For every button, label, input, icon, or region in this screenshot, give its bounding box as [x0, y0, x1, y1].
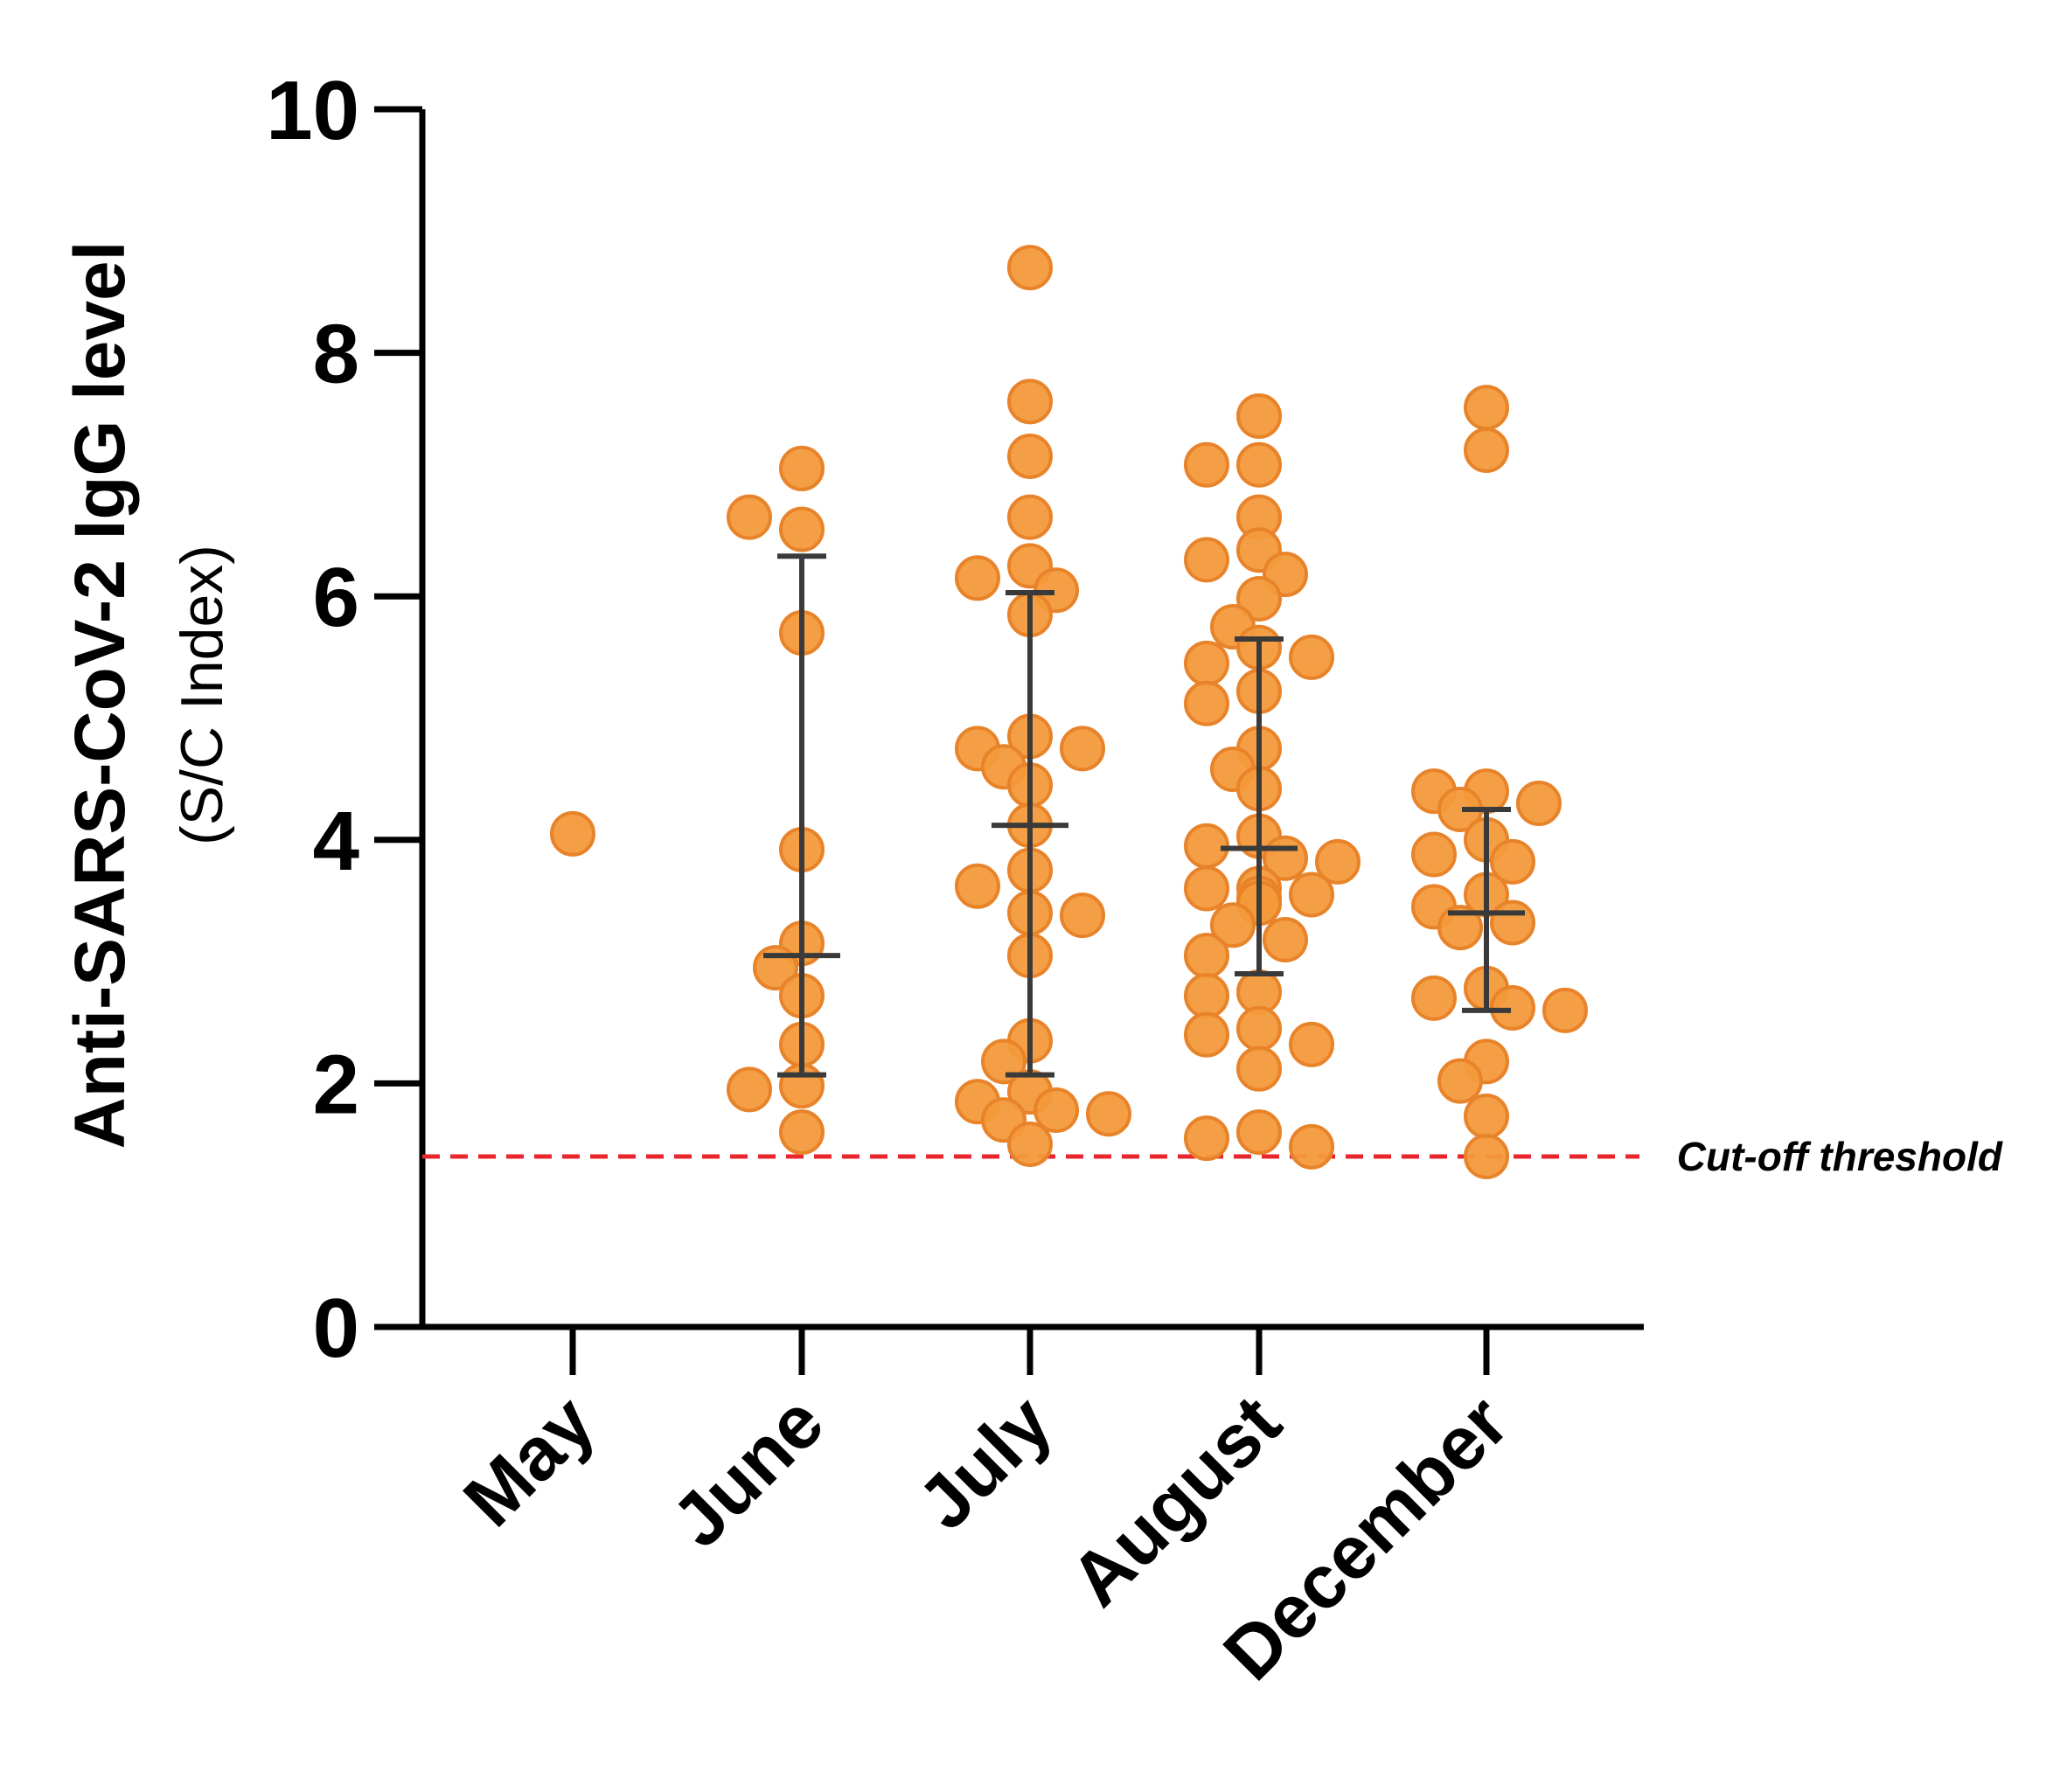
data-point-august-2: [1184, 441, 1229, 488]
y-tick-label-2: 2: [313, 1038, 359, 1131]
data-point-august-20: [1315, 838, 1361, 885]
y-tick-label-4: 4: [313, 795, 359, 888]
data-point-december-16: [1542, 987, 1588, 1033]
data-point-august-0: [1236, 393, 1282, 440]
data-point-july-0: [1007, 245, 1053, 291]
data-point-august-37: [1289, 1123, 1334, 1170]
data-point-july-1: [1007, 379, 1053, 425]
x-tick-label-may: May: [448, 1379, 610, 1542]
data-point-june-1: [779, 506, 825, 552]
data-point-july-20: [981, 1038, 1026, 1085]
data-point-august-1: [1236, 441, 1282, 488]
data-point-december-7: [1411, 831, 1457, 878]
data-point-december-1: [1464, 427, 1509, 474]
data-point-august-34: [1236, 1045, 1282, 1092]
y-tick-label-8: 8: [313, 308, 359, 401]
data-point-august-11: [1289, 634, 1334, 680]
data-point-july-15: [955, 863, 1000, 909]
y-tick-label-10: 10: [266, 64, 359, 157]
data-point-july-2: [1007, 434, 1053, 480]
data-point-may-0: [550, 810, 595, 857]
data-point-december-0: [1464, 385, 1509, 431]
data-point-july-5: [955, 555, 1000, 601]
y-axis-sublabel: (S/C Index): [169, 545, 235, 845]
data-point-august-7: [1236, 575, 1282, 622]
data-point-december-8: [1490, 838, 1535, 885]
data-point-august-10: [1184, 640, 1229, 686]
data-point-december-20: [1464, 1133, 1509, 1179]
data-point-july-26: [1007, 1122, 1053, 1168]
data-point-june-2: [727, 494, 772, 540]
x-tick-label-june: June: [657, 1380, 840, 1564]
data-point-december-14: [1411, 975, 1457, 1021]
data-point-august-30: [1184, 973, 1229, 1019]
data-point-july-17: [1060, 893, 1105, 939]
data-point-august-27: [1263, 917, 1308, 963]
data-point-august-32: [1184, 1011, 1229, 1058]
x-tick-label-july: July: [902, 1379, 1068, 1545]
data-point-august-36: [1184, 1115, 1229, 1162]
data-point-august-13: [1184, 680, 1229, 726]
data-point-june-10: [727, 1066, 772, 1113]
data-point-december-18: [1437, 1058, 1483, 1104]
cutoff-threshold-label: Cut-off threshold: [1677, 1134, 2003, 1179]
data-point-august-23: [1289, 872, 1334, 918]
data-point-july-3: [1007, 494, 1053, 540]
data-point-july-10: [1060, 726, 1105, 772]
data-point-august-26: [1210, 902, 1256, 948]
data-point-august-31: [1236, 1005, 1282, 1052]
data-point-august-28: [1184, 933, 1229, 979]
data-point-june-0: [779, 445, 825, 491]
data-point-august-5: [1184, 537, 1229, 583]
y-axis-label: Anti-SARS-CoV-2 IgG level: [60, 241, 140, 1150]
data-point-june-11: [779, 1109, 825, 1156]
data-point-august-35: [1236, 1109, 1282, 1156]
y-tick-label-0: 0: [313, 1281, 359, 1375]
data-point-august-22: [1184, 865, 1229, 912]
data-point-july-24: [1086, 1091, 1131, 1137]
data-point-december-4: [1516, 781, 1562, 827]
data-point-december-19: [1464, 1094, 1509, 1140]
data-point-december-11: [1490, 899, 1535, 946]
y-tick-label-6: 6: [313, 551, 359, 644]
data-point-july-23: [1033, 1087, 1079, 1134]
data-point-august-33: [1289, 1021, 1334, 1067]
data-point-december-12: [1437, 905, 1483, 951]
